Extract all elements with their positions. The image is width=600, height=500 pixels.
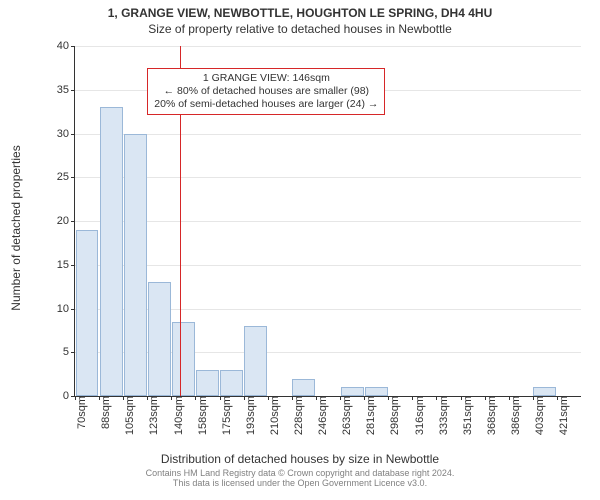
histogram-bar [220,370,243,396]
y-tick-label: 10 [57,303,75,315]
plot-area: 051015202530354070sqm88sqm105sqm123sqm14… [74,46,581,397]
annotation-line: ← 80% of detached houses are smaller (98… [154,85,378,98]
x-tick-label: 351sqm [462,396,474,435]
histogram-bar [292,379,315,397]
x-tick-label: 281sqm [365,396,377,435]
gridline [75,265,581,266]
caption-line: Contains HM Land Registry data © Crown c… [0,468,600,478]
gridline [75,221,581,222]
y-tick-label: 35 [57,84,75,96]
x-tick-label: 386sqm [510,396,522,435]
histogram-bar [196,370,219,396]
x-tick-label: 228sqm [293,396,305,435]
histogram-bar [341,387,364,396]
y-tick-label: 25 [57,171,75,183]
y-axis-label: Number of detached properties [9,53,23,403]
x-tick-label: 175sqm [221,396,233,435]
histogram-bar [124,134,147,397]
histogram-bar [244,326,267,396]
figure: 1, GRANGE VIEW, NEWBOTTLE, HOUGHTON LE S… [0,0,600,500]
x-tick-label: 368sqm [486,396,498,435]
gridline [75,177,581,178]
histogram-bar [100,107,123,396]
x-tick-label: 298sqm [389,396,401,435]
x-tick-label: 246sqm [317,396,329,435]
x-tick-label: 333sqm [438,396,450,435]
histogram-bar [533,387,556,396]
x-tick-label: 193sqm [245,396,257,435]
caption-line: This data is licensed under the Open Gov… [0,478,600,488]
histogram-bar [76,230,99,396]
annotation-box: 1 GRANGE VIEW: 146sqm← 80% of detached h… [147,68,385,115]
y-tick-label: 20 [57,215,75,227]
x-tick-label: 140sqm [173,396,185,435]
gridline [75,134,581,135]
histogram-bar [148,282,171,396]
figure-caption: Contains HM Land Registry data © Crown c… [0,468,600,488]
x-tick-label: 403sqm [534,396,546,435]
histogram-bar [365,387,388,396]
y-tick-label: 5 [63,346,75,358]
x-tick-label: 158sqm [197,396,209,435]
x-tick-label: 123sqm [148,396,160,435]
x-axis-label: Distribution of detached houses by size … [0,452,600,466]
figure-subtitle: Size of property relative to detached ho… [0,22,600,36]
histogram-bar [172,322,195,396]
figure-title: 1, GRANGE VIEW, NEWBOTTLE, HOUGHTON LE S… [0,6,600,20]
gridline [75,46,581,47]
x-tick-label: 263sqm [341,396,353,435]
y-tick-label: 40 [57,40,75,52]
x-tick-label: 210sqm [269,396,281,435]
x-tick-label: 316sqm [414,396,426,435]
x-tick-label: 105sqm [124,396,136,435]
y-tick-label: 15 [57,259,75,271]
x-tick-label: 70sqm [76,396,88,429]
annotation-line: 20% of semi-detached houses are larger (… [154,98,378,111]
y-tick-label: 0 [63,390,75,402]
annotation-line: 1 GRANGE VIEW: 146sqm [154,72,378,85]
y-tick-label: 30 [57,128,75,140]
x-tick-label: 421sqm [558,396,570,435]
x-tick-label: 88sqm [100,396,112,429]
